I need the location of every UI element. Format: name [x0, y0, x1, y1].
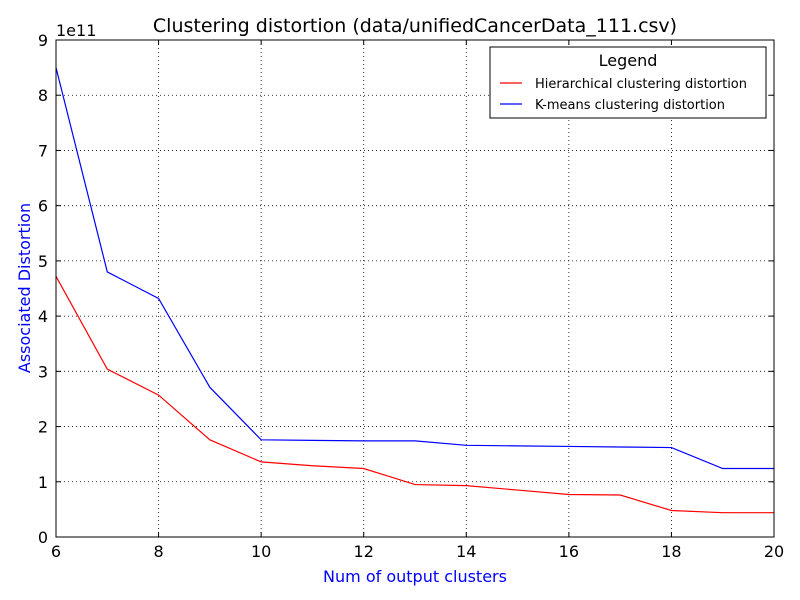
- plot-frame: [55, 39, 775, 538]
- y-tick-label: 5: [38, 252, 48, 271]
- series-layer: [55, 67, 774, 514]
- y-tick-label: 4: [38, 307, 48, 326]
- legend-entry-label: K-means clustering distortion: [535, 98, 725, 113]
- x-tick-label: 16: [559, 542, 579, 561]
- legend-box: [489, 46, 767, 119]
- x-tick-label: 6: [51, 542, 61, 561]
- y-tick-label: 6: [38, 197, 48, 216]
- legend-entries: Hierarchical clustering distortion K-mean…: [500, 77, 747, 113]
- legend-entry-label: Hierarchical clustering distortion: [535, 77, 747, 92]
- y-tick-label: 8: [38, 86, 48, 105]
- legend: Legend Hierarchical clustering distortio…: [489, 46, 767, 119]
- y-tick-label: 2: [38, 418, 48, 437]
- y-axis-multiplier: 1e11: [56, 21, 96, 40]
- grid-layer: [56, 40, 774, 537]
- y-tick-label: 0: [38, 528, 48, 547]
- series-line-hierarchical: [55, 276, 774, 514]
- y-tick-label: 1: [38, 473, 48, 492]
- x-tick-label: 12: [354, 542, 374, 561]
- x-tick-label: 8: [153, 542, 163, 561]
- legend-title: Legend: [599, 51, 658, 70]
- y-tick-label: 9: [38, 31, 48, 50]
- x-tick-label: 14: [456, 542, 476, 561]
- x-tick-label: 20: [764, 542, 784, 561]
- y-tick-label: 7: [38, 141, 48, 160]
- y-axis-label: Associated Distortion: [15, 203, 34, 373]
- y-tick-label: 3: [38, 362, 48, 381]
- series-line-kmeans: [55, 67, 774, 470]
- x-tick-label: 18: [661, 542, 681, 561]
- x-tick-label: 10: [251, 542, 271, 561]
- chart-title: Clustering distortion (data/unifiedCance…: [153, 15, 677, 37]
- x-axis-label: Num of output clusters: [323, 567, 507, 586]
